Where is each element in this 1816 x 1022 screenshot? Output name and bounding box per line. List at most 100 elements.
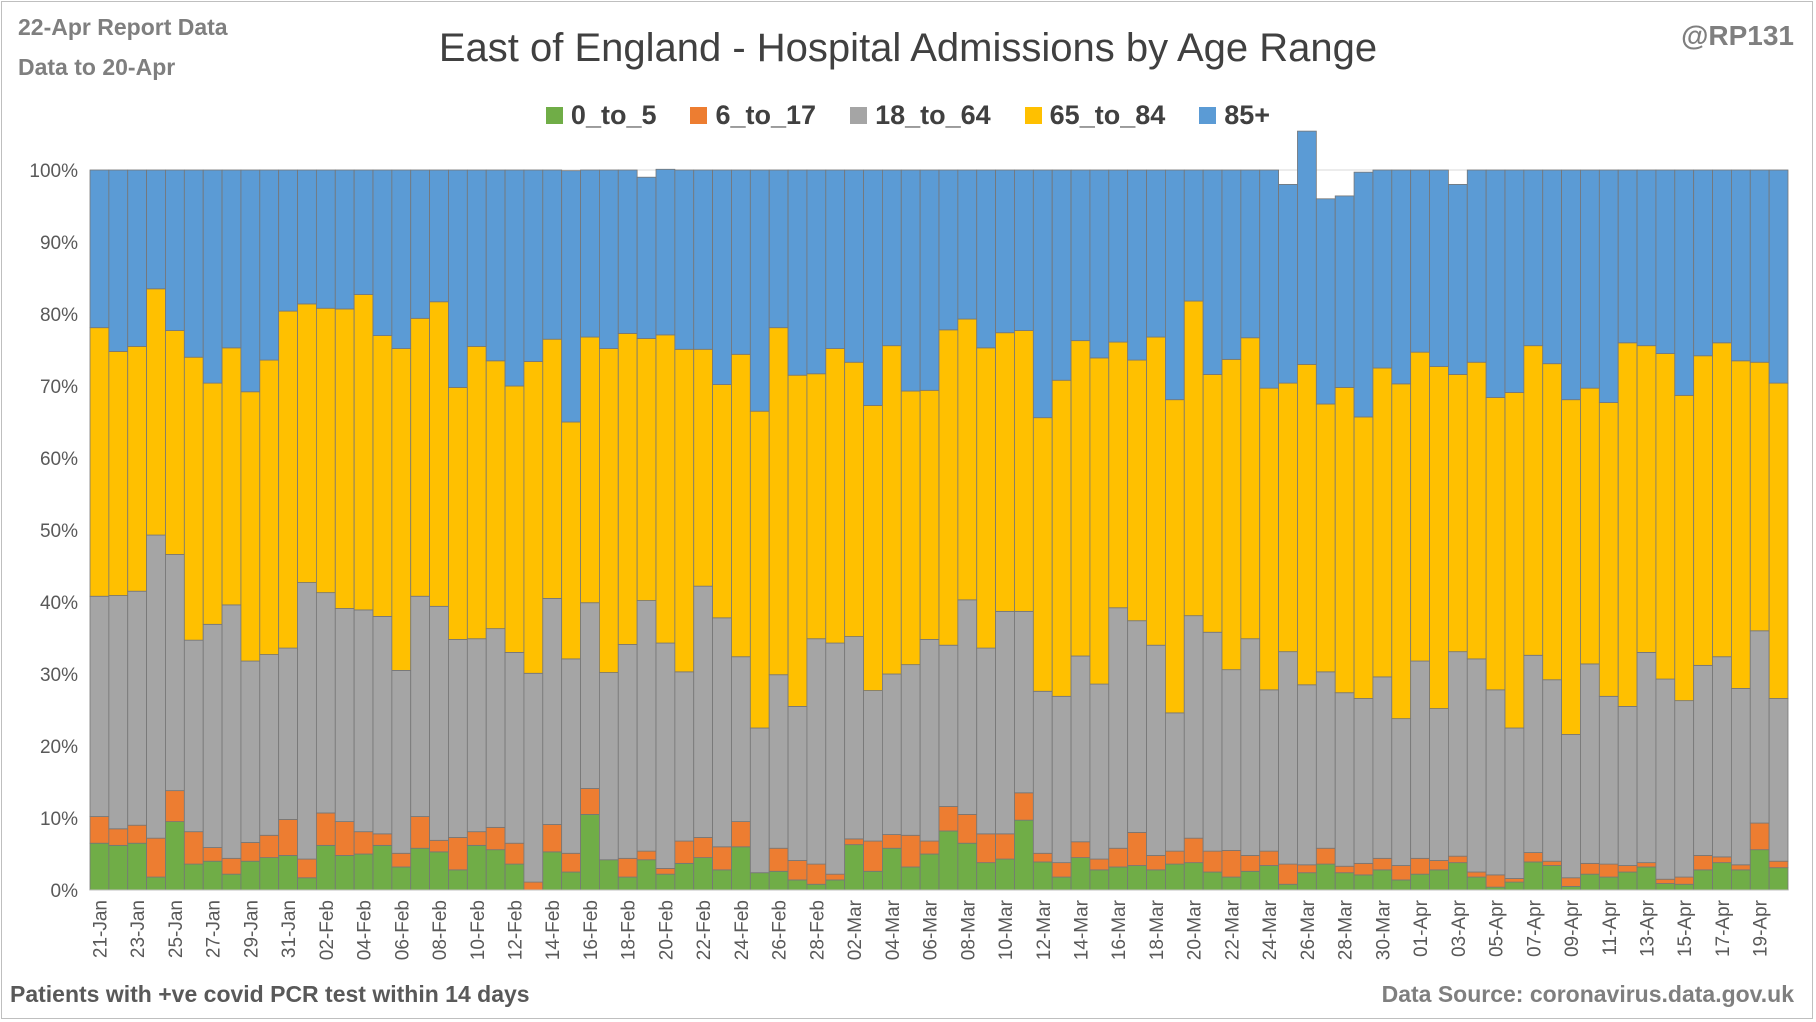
bar-segment-85- xyxy=(429,169,449,303)
bar-segment-18-to-64 xyxy=(863,690,883,842)
y-tick-label: 20% xyxy=(40,737,78,758)
bar-segment-6-to-17 xyxy=(1391,865,1412,881)
bar-segment-65-to-84 xyxy=(1240,337,1261,640)
x-tick-label: 06-Mar xyxy=(921,899,942,960)
y-tick-label: 100% xyxy=(29,161,78,182)
bar-segment-0-to-5 xyxy=(1372,869,1393,891)
bar-segment-18-to-64 xyxy=(1731,688,1751,866)
footer-note: Patients with +ve covid PCR test within … xyxy=(10,981,530,1007)
bar-segment-18-to-64 xyxy=(1146,644,1166,856)
bar-segment-85- xyxy=(1315,198,1336,405)
bar-segment-85- xyxy=(504,169,525,387)
bar-segment-65-to-84 xyxy=(1353,416,1374,699)
bar-segment-85- xyxy=(1580,169,1600,389)
bar-segment-85- xyxy=(391,169,412,349)
bar-segment-65-to-84 xyxy=(146,288,166,536)
bar-segment-18-to-64 xyxy=(1617,706,1638,866)
bar-segment-85- xyxy=(1749,169,1770,363)
bar-segment-6-to-17 xyxy=(938,806,959,832)
bar-segment-65-to-84 xyxy=(1768,382,1789,699)
bar-segment-0-to-5 xyxy=(410,847,431,891)
bar-segment-18-to-64 xyxy=(1372,676,1393,859)
x-tick-label: 13-Apr xyxy=(1638,899,1659,957)
bar-segment-0-to-5 xyxy=(1749,849,1770,891)
bar-segment-0-to-5 xyxy=(844,844,864,891)
bar-segment-18-to-64 xyxy=(1598,695,1619,865)
bar-segment-6-to-17 xyxy=(1051,862,1072,878)
bar-segment-85- xyxy=(712,169,732,385)
x-tick-label: 14-Mar xyxy=(1072,899,1093,960)
bar-segment-65-to-84 xyxy=(1070,340,1091,657)
bar-segment-6-to-17 xyxy=(957,814,978,844)
chart-title: East of England - Hospital Admissions by… xyxy=(438,26,1378,70)
x-tick-label: 17-Apr xyxy=(1713,899,1734,957)
bar-segment-85- xyxy=(165,169,185,331)
bar-segment-0-to-5 xyxy=(1448,862,1468,891)
bar-segment-6-to-17 xyxy=(466,831,487,846)
bar-segment-0-to-5 xyxy=(1731,869,1751,891)
bar-segment-18-to-64 xyxy=(806,638,827,865)
bar-segment-0-to-5 xyxy=(1655,883,1676,891)
bar-segment-6-to-17 xyxy=(1712,856,1732,864)
bar-segment-85- xyxy=(89,169,110,329)
bar-segment-85- xyxy=(900,169,921,392)
x-tick-label: 24-Feb xyxy=(732,900,753,960)
bar-segment-6-to-17 xyxy=(995,833,1015,860)
bar-segment-0-to-5 xyxy=(202,860,223,891)
bar-segment-0-to-5 xyxy=(1334,872,1355,891)
bar-segment-18-to-64 xyxy=(1315,671,1336,849)
bar-segment-85- xyxy=(731,169,751,355)
legend-swatch-6-to-17 xyxy=(690,107,708,124)
bar-segment-65-to-84 xyxy=(523,361,544,674)
bar-segment-6-to-17 xyxy=(165,790,185,823)
bar-segment-6-to-17 xyxy=(976,833,997,864)
x-tick-label: 16-Mar xyxy=(1109,899,1130,960)
bar-segment-18-to-64 xyxy=(315,592,336,814)
bar-segment-6-to-17 xyxy=(259,834,280,859)
bar-segment-18-to-64 xyxy=(1504,727,1525,879)
bar-segment-85- xyxy=(957,169,978,320)
bar-segment-85- xyxy=(787,169,808,376)
x-tick-label: 18-Feb xyxy=(619,900,640,960)
bar-segment-0-to-5 xyxy=(1240,870,1261,891)
bar-segment-65-to-84 xyxy=(768,327,789,676)
bar-segment-6-to-17 xyxy=(580,788,600,815)
bar-segment-6-to-17 xyxy=(315,812,336,846)
bar-segment-65-to-84 xyxy=(957,318,978,601)
bar-segment-85- xyxy=(919,169,940,391)
bar-segment-18-to-64 xyxy=(957,599,978,815)
bar-segment-6-to-17 xyxy=(674,840,695,864)
bar-segment-6-to-17 xyxy=(1561,877,1581,887)
bar-segment-65-to-84 xyxy=(825,348,846,644)
bar-segment-18-to-64 xyxy=(825,642,846,875)
bar-segment-0-to-5 xyxy=(1146,869,1166,891)
bar-segment-0-to-5 xyxy=(146,876,166,891)
x-tick-label: 24-Mar xyxy=(1260,899,1281,960)
bar-segment-85- xyxy=(1353,171,1374,418)
bar-segment-0-to-5 xyxy=(1580,873,1600,891)
data-source-note: Data Source: coronavirus.data.gov.uk xyxy=(1381,981,1794,1007)
bar-segment-6-to-17 xyxy=(1542,860,1562,866)
bar-segment-18-to-64 xyxy=(146,534,166,839)
bar-segment-65-to-84 xyxy=(1712,342,1732,658)
bar-segment-0-to-5 xyxy=(900,866,921,891)
bar-segment-6-to-17 xyxy=(636,850,657,861)
bar-segment-85- xyxy=(1297,130,1317,365)
bar-segment-6-to-17 xyxy=(1768,860,1789,869)
bar-segment-18-to-64 xyxy=(976,647,997,835)
legend-label-65-to-84: 65_to_84 xyxy=(1049,100,1166,130)
bar-segment-65-to-84 xyxy=(1146,336,1166,646)
bar-segment-85- xyxy=(1674,169,1695,396)
x-tick-label: 28-Mar xyxy=(1336,899,1357,960)
bar-segment-18-to-64 xyxy=(1165,712,1185,852)
bar-segment-0-to-5 xyxy=(1089,869,1110,891)
bar-segment-18-to-64 xyxy=(1127,620,1147,833)
bar-segment-85- xyxy=(1259,169,1279,389)
bar-segment-0-to-5 xyxy=(1542,865,1562,891)
bar-segment-0-to-5 xyxy=(1014,819,1034,891)
bar-segment-85- xyxy=(372,169,393,337)
bar-segment-85- xyxy=(485,169,506,362)
bar-segment-0-to-5 xyxy=(1391,879,1412,891)
bar-segment-6-to-17 xyxy=(1259,850,1279,866)
